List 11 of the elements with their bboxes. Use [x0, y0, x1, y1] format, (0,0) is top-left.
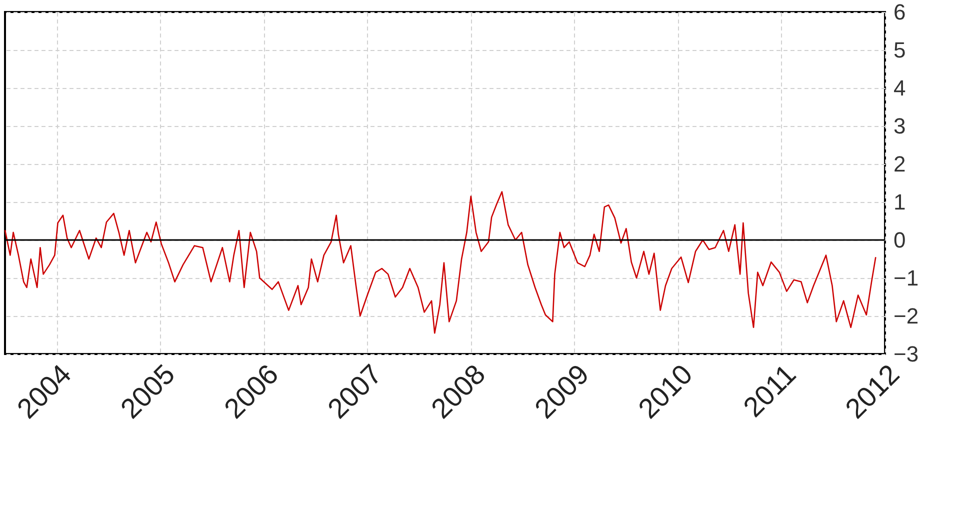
- y-tick-label: 2: [894, 152, 906, 176]
- y-tick-label: −3: [894, 342, 919, 366]
- y-tick-label: 4: [894, 76, 906, 100]
- y-tick-label: 3: [894, 114, 906, 138]
- y-tick-label: 0: [894, 228, 906, 252]
- y-tick-label: −2: [894, 304, 919, 328]
- line-series: [4, 191, 876, 334]
- y-tick-label: 5: [894, 38, 906, 62]
- y-tick-label: −1: [894, 266, 919, 290]
- y-tick-label: 1: [894, 190, 906, 214]
- y-tick-label: 6: [894, 0, 906, 24]
